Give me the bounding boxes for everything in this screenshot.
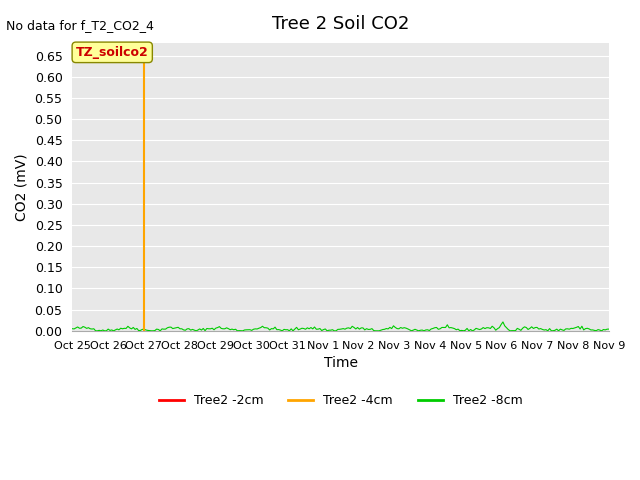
X-axis label: Time: Time: [324, 356, 358, 370]
Title: Tree 2 Soil CO2: Tree 2 Soil CO2: [272, 15, 409, 33]
Text: TZ_soilco2: TZ_soilco2: [76, 46, 148, 59]
Text: No data for f_T2_CO2_4: No data for f_T2_CO2_4: [6, 19, 154, 32]
Legend: Tree2 -2cm, Tree2 -4cm, Tree2 -8cm: Tree2 -2cm, Tree2 -4cm, Tree2 -8cm: [154, 389, 527, 412]
Y-axis label: CO2 (mV): CO2 (mV): [15, 153, 29, 221]
